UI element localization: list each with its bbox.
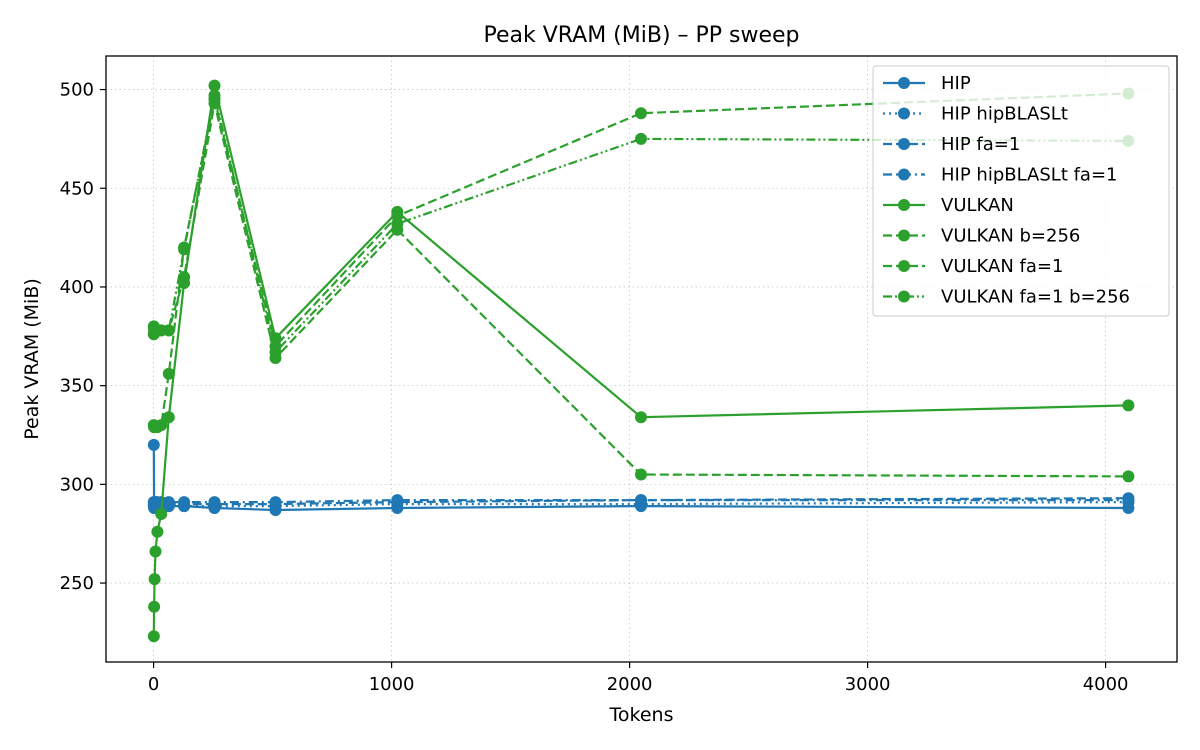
legend-marker [898, 260, 910, 272]
legend-label: HIP [941, 73, 971, 94]
legend-marker [898, 138, 910, 150]
legend-item: HIP hipBLASLt fa=1 [883, 165, 1118, 186]
data-point [155, 508, 168, 520]
legend-marker [898, 77, 910, 89]
legend-item: VULKAN [883, 195, 1014, 216]
y-tick-label: 500 [60, 80, 94, 101]
x-tick-label: 2000 [607, 674, 653, 695]
data-point [635, 494, 647, 507]
x-tick-label: 1000 [369, 674, 415, 695]
legend-label: VULKAN fa=1 b=256 [941, 287, 1130, 308]
data-point [162, 324, 175, 337]
legend-marker [898, 199, 910, 211]
legend-label: HIP fa=1 [941, 134, 1020, 155]
data-point [162, 411, 175, 424]
data-point [155, 419, 168, 432]
data-point [148, 600, 161, 613]
data-point [269, 496, 282, 509]
data-point [147, 438, 160, 451]
data-point [1122, 470, 1135, 483]
data-point [162, 367, 175, 380]
data-point [391, 494, 404, 507]
y-axis-label: Peak VRAM (MiB) [21, 278, 43, 440]
legend-item: HIP fa=1 [883, 134, 1020, 155]
data-point [178, 243, 191, 256]
data-point [635, 468, 647, 481]
legend-marker [898, 290, 910, 303]
data-point [149, 545, 162, 558]
data-point [1122, 494, 1135, 507]
x-tick-label: 4000 [1083, 674, 1129, 695]
data-point [147, 630, 160, 643]
series-8 [147, 89, 1135, 359]
legend-label: VULKAN b=256 [941, 226, 1080, 247]
x-tick-label: 0 [148, 674, 159, 695]
data-point [635, 107, 647, 120]
legend-label: VULKAN fa=1 [941, 256, 1063, 277]
series-4 [147, 494, 1135, 509]
data-point [208, 496, 221, 509]
legend-label: HIP hipBLASLt [941, 104, 1068, 125]
y-tick-label: 350 [60, 376, 94, 397]
plot-frame [105, 55, 1178, 663]
series-group [147, 79, 1135, 643]
legend-label: HIP hipBLASLt fa=1 [941, 165, 1118, 186]
data-point [635, 411, 647, 424]
chart-title: Peak VRAM (MiB) – PP sweep [483, 23, 799, 48]
legend-item: VULKAN fa=1 b=256 [883, 287, 1130, 308]
data-point [178, 496, 191, 509]
data-point [178, 271, 191, 284]
x-axis-label: Tokens [609, 704, 674, 726]
data-point [1122, 399, 1135, 412]
data-point [208, 89, 221, 102]
data-point [208, 79, 221, 92]
data-point [635, 132, 647, 145]
y-tick-label: 250 [60, 573, 94, 594]
data-point [148, 573, 161, 586]
x-tick-label: 3000 [845, 674, 891, 695]
legend-box [872, 65, 1170, 317]
data-point [162, 496, 175, 509]
y-tick-label: 400 [60, 277, 94, 298]
legend-marker [898, 107, 910, 120]
legend-marker [898, 229, 910, 242]
legend-item: VULKAN b=256 [883, 226, 1080, 247]
y-tick-label: 300 [60, 474, 94, 495]
legend: HIP HIP hipBLASLt HIP fa=1 HIP hipBLASLt fa… [872, 65, 1170, 317]
legend-item: HIP [883, 73, 971, 94]
legend-marker [898, 168, 910, 181]
data-point [391, 217, 404, 230]
legend-item: HIP hipBLASLt [883, 104, 1068, 125]
legend-label: VULKAN [941, 195, 1014, 216]
axes: 0 1000 2000 3000 4000 250 300 350 400 450 500 [60, 80, 1129, 695]
legend-item: VULKAN fa=1 [883, 256, 1063, 277]
data-point [151, 525, 164, 538]
data-point [269, 346, 282, 359]
y-tick-label: 450 [60, 178, 94, 199]
